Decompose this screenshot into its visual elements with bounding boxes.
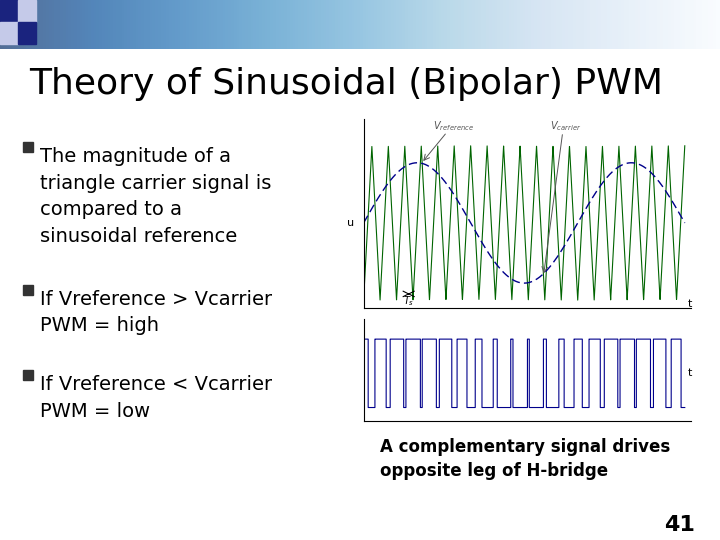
Bar [23, 285, 32, 295]
Text: 41: 41 [664, 515, 695, 535]
Bar [0, 22, 18, 44]
Bar [23, 143, 32, 152]
Text: t: t [688, 368, 693, 379]
Text: The magnitude of a
triangle carrier signal is
compared to a
sinusoidal reference: The magnitude of a triangle carrier sign… [40, 147, 271, 246]
Text: Theory of Sinusoidal (Bipolar) PWM: Theory of Sinusoidal (Bipolar) PWM [29, 67, 663, 100]
Text: If Vreference > Vcarrier
PWM = high: If Vreference > Vcarrier PWM = high [40, 290, 272, 335]
Text: $T_s$: $T_s$ [402, 294, 414, 308]
Bar [0, 0, 18, 22]
Text: $V_{carrier}$: $V_{carrier}$ [550, 119, 582, 133]
Text: If Vreference < Vcarrier
PWM = low: If Vreference < Vcarrier PWM = low [40, 375, 272, 421]
Bar [23, 370, 32, 380]
Bar [18, 22, 36, 44]
Text: $V_{reference}$: $V_{reference}$ [433, 119, 474, 133]
Text: u: u [347, 218, 354, 228]
Text: A complementary signal drives
opposite leg of H-bridge: A complementary signal drives opposite l… [380, 438, 670, 480]
Text: t: t [688, 299, 693, 309]
Bar [18, 0, 36, 22]
